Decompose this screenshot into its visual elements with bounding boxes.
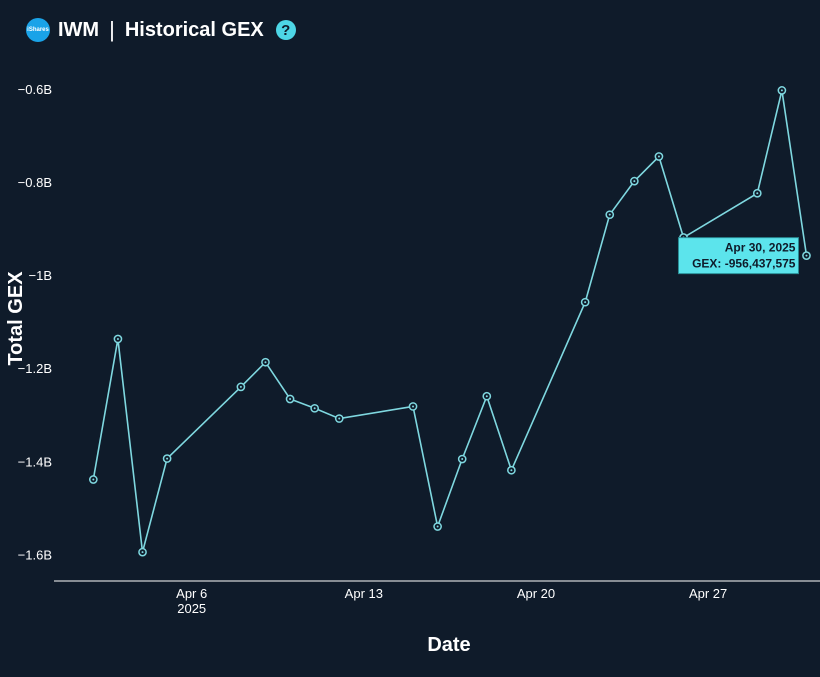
- gex-data-points[interactable]: [88, 86, 811, 557]
- data-point-core: [436, 525, 439, 528]
- data-point-core: [657, 155, 660, 158]
- y-tick-label: −1.2B: [18, 361, 52, 376]
- x-tick-label: Apr 6: [176, 586, 207, 601]
- data-point-core: [485, 395, 488, 398]
- data-point-core: [239, 385, 242, 388]
- data-point-core: [141, 551, 144, 554]
- y-axis-ticks: −0.6B −0.8B −1B −1.2B −1.4B −1.6B: [18, 82, 52, 562]
- tooltip-date: Apr 30, 2025: [725, 241, 796, 255]
- data-point-core: [92, 478, 95, 481]
- y-axis-title: Total GEX: [5, 271, 27, 366]
- data-point-core: [461, 458, 464, 461]
- x-tick-label: Apr 20: [517, 586, 555, 601]
- ishares-logo: iShares: [26, 18, 50, 42]
- help-icon[interactable]: ?: [275, 20, 296, 40]
- data-point-core: [338, 417, 341, 420]
- y-tick-label: −0.8B: [18, 175, 52, 190]
- title-separator: |: [109, 17, 115, 42]
- data-point-core: [608, 213, 611, 216]
- data-point-core: [584, 301, 587, 304]
- data-point-core: [412, 405, 415, 408]
- hover-tooltip: Apr 30, 2025 GEX: -956,437,575: [677, 237, 799, 275]
- data-point-core: [633, 180, 636, 183]
- x-tick-label: Apr 27: [689, 586, 727, 601]
- tooltip-box: [677, 237, 799, 275]
- data-point-core: [510, 469, 513, 472]
- x-axis-title: Date: [427, 634, 470, 656]
- chart-header: iShares IWM | Historical GEX ?: [26, 16, 296, 44]
- ticker-label: IWM: [58, 18, 100, 41]
- y-tick-label: −1B: [29, 268, 53, 283]
- tooltip-value: GEX: -956,437,575: [692, 257, 796, 271]
- data-point-core: [166, 457, 169, 460]
- y-tick-label: −1.6B: [18, 547, 52, 562]
- data-point-core: [116, 337, 119, 340]
- data-point-core: [264, 361, 267, 364]
- data-point-core: [805, 254, 808, 257]
- gex-series-line: [92, 90, 808, 553]
- data-point-core: [313, 407, 316, 410]
- data-point-core: [756, 192, 759, 195]
- data-point-core: [289, 398, 292, 401]
- x-tick-sublabel: 2025: [177, 601, 206, 616]
- chart-title: Historical GEX: [124, 18, 264, 41]
- y-tick-label: −0.6B: [18, 82, 52, 97]
- y-tick-label: −1.4B: [18, 454, 52, 469]
- data-point-core: [780, 89, 783, 92]
- x-tick-label: Apr 13: [345, 586, 383, 601]
